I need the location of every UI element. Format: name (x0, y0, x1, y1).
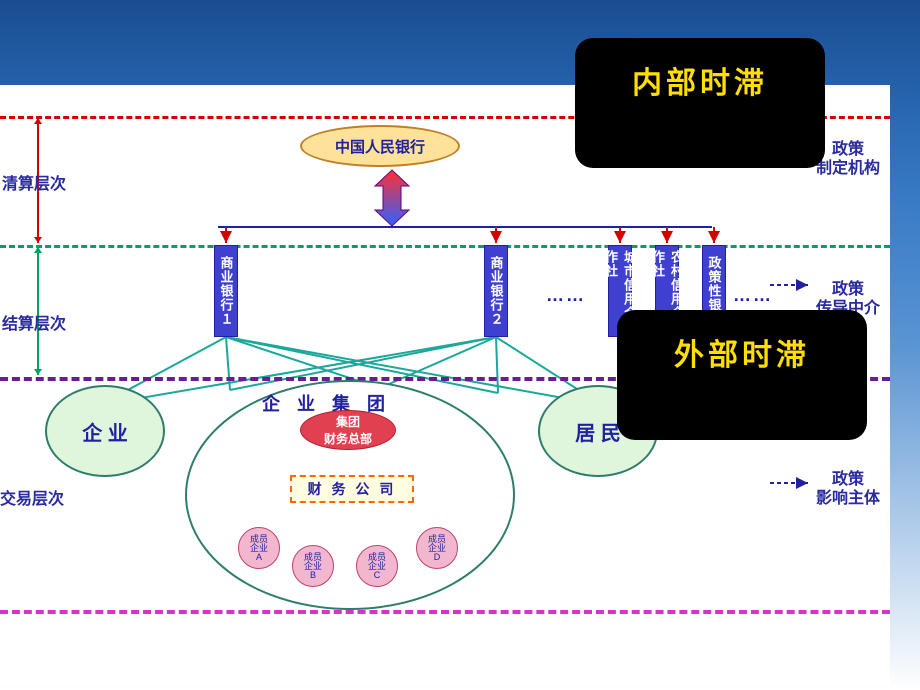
node-bank2: 商业银行２ (484, 245, 508, 337)
node-group-hq: 集团 财务总部 (300, 410, 396, 450)
callout-internal-lag: 内部时滞 (575, 38, 825, 168)
callout-external-lag: 外部时滞 (617, 310, 867, 440)
node-enterprise: 企 业 (45, 385, 165, 477)
label-settlement-level: 结算层次 (2, 310, 66, 334)
node-member-C: 成员企业C (356, 545, 398, 587)
label-transaction-level: 交易层次 (0, 485, 64, 509)
label-clearing-level: 清算层次 (2, 170, 66, 194)
ellipsis-0: …… (546, 285, 586, 306)
node-finance-company: 财 务 公 司 (290, 475, 414, 503)
node-central-bank: 中国人民银行 (300, 125, 460, 167)
node-member-B: 成员企业B (292, 545, 334, 587)
ellipsis-1: …… (733, 285, 773, 306)
label-policy-subject: 政策 影响主体 (816, 470, 880, 508)
label-policy-maker: 政策 制定机构 (816, 140, 880, 178)
node-member-A: 成员企业A (238, 527, 280, 569)
divider-line-1 (0, 245, 890, 248)
node-member-D: 成员企业D (416, 527, 458, 569)
node-bank1: 商业银行１ (214, 245, 238, 337)
divider-line-3 (0, 610, 890, 614)
